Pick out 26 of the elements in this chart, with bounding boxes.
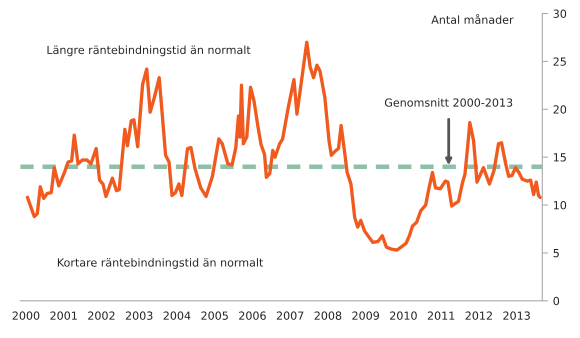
x-tick-label: 2004 bbox=[164, 311, 190, 320]
x-tick-label: 2012 bbox=[466, 311, 492, 320]
y-axis-title: Antal månader bbox=[431, 14, 514, 24]
annotation: Kortare räntebindningstid än normalt bbox=[58, 258, 264, 269]
y-tick-label: 30 bbox=[554, 9, 566, 18]
x-tick-label: 2011 bbox=[428, 311, 454, 320]
y-tick-label: 5 bbox=[554, 249, 559, 258]
y-tick-label: 10 bbox=[554, 201, 566, 210]
line-series bbox=[26, 40, 542, 252]
x-tick-label: 2002 bbox=[88, 311, 114, 320]
x-tick-label: 2009 bbox=[352, 311, 380, 320]
x-tick-label: 2010 bbox=[390, 311, 417, 320]
y-tick-label: 25 bbox=[554, 57, 566, 66]
y-tick-label: 15 bbox=[554, 153, 566, 162]
annotation: Längre räntebindningstid än normalt bbox=[47, 45, 250, 56]
y-tick-label: 0 bbox=[553, 296, 560, 306]
x-tick-label: 2007 bbox=[276, 311, 304, 320]
x-tick-label: 2006 bbox=[239, 311, 266, 320]
x-tick-label: 2003 bbox=[126, 311, 152, 320]
x-tick-label: 2008 bbox=[314, 311, 342, 320]
x-tick-label: 2005 bbox=[201, 311, 228, 320]
annotation: Genomsnitt 2000-2013 bbox=[384, 98, 512, 107]
y-tick-label: 20 bbox=[554, 105, 566, 114]
x-tick-label: 2013 bbox=[503, 311, 530, 320]
x-tick-label: 2000 bbox=[12, 311, 40, 320]
x-tick-label: 2001 bbox=[50, 311, 77, 320]
